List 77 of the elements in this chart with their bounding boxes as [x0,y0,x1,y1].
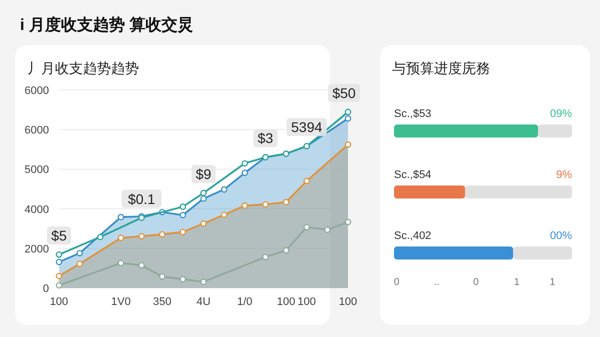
annotation: 09% [550,108,572,120]
x-tick-label: 100 [276,296,296,308]
point [138,233,145,240]
chart-title: 丿月收支趋势趋势 [27,60,139,76]
point [200,278,207,286]
x-tick-label: 1 [550,277,556,288]
annotation: $9 [196,166,212,182]
point [118,234,124,242]
point [262,201,269,208]
point [200,190,207,196]
x-tick-label: 100 [298,296,316,308]
x-tick-label: 100 [338,296,358,308]
annotation: $0.1 [128,190,156,207]
point [344,141,352,148]
x-tick-label: 1/0 [237,296,252,308]
point [118,214,124,220]
point [76,250,83,256]
x-tick-label: 0 [394,277,400,288]
annotation: $5 [51,228,67,244]
point [220,186,228,193]
point [262,254,269,260]
x-tick-label: .. [434,277,440,288]
x-tick-label: 1 [514,277,520,288]
point [344,218,352,226]
point [138,262,145,268]
point [180,212,186,218]
y-tick-label: Sc.,$54 [394,169,432,181]
point [282,247,290,254]
y-tick-label: Sc.,$53 [394,108,432,120]
bar [465,186,572,198]
text: 4000 [24,204,49,216]
point [97,234,104,240]
y-tick-label: Sc.,402 [394,230,432,242]
chart-title: 与预算进度庑務 [392,60,490,76]
point [180,276,186,282]
text: i 月度收支趋势 算收交炅 [20,15,194,34]
x-tick-label: 0 [473,277,480,288]
annotation: 5394 [291,119,322,136]
point [282,198,290,206]
point [220,212,228,218]
text: 6000 [24,85,49,97]
bar [394,186,466,198]
bar [538,124,572,138]
point [242,202,248,209]
annotation: $3 [258,130,274,146]
bar [394,124,538,138]
point [344,115,352,122]
point [56,272,62,280]
point [200,195,207,202]
x-tick-label: 4U [196,296,211,308]
bar [394,246,514,260]
point [304,224,310,230]
point [180,203,186,210]
point [56,258,62,266]
annotation: 9% [556,169,572,181]
point [242,160,248,167]
text: 2000 [24,243,49,256]
bar [513,246,572,260]
point [56,282,62,289]
point [324,226,331,233]
point [242,170,248,176]
point [56,251,62,258]
point [180,228,186,236]
point [118,260,124,266]
annotation: $50 [332,85,356,101]
annotation: 00% [550,230,572,242]
point [344,108,352,116]
x-tick-label: 350 [153,296,172,308]
x-tick-label: 100 [50,296,68,308]
x-tick-label: 1V0 [111,296,131,308]
point [200,220,207,227]
point [76,260,83,268]
text: 5000 [24,164,49,176]
point [304,178,310,184]
point [159,273,166,280]
point [159,231,166,238]
text: 6000 [24,124,49,137]
